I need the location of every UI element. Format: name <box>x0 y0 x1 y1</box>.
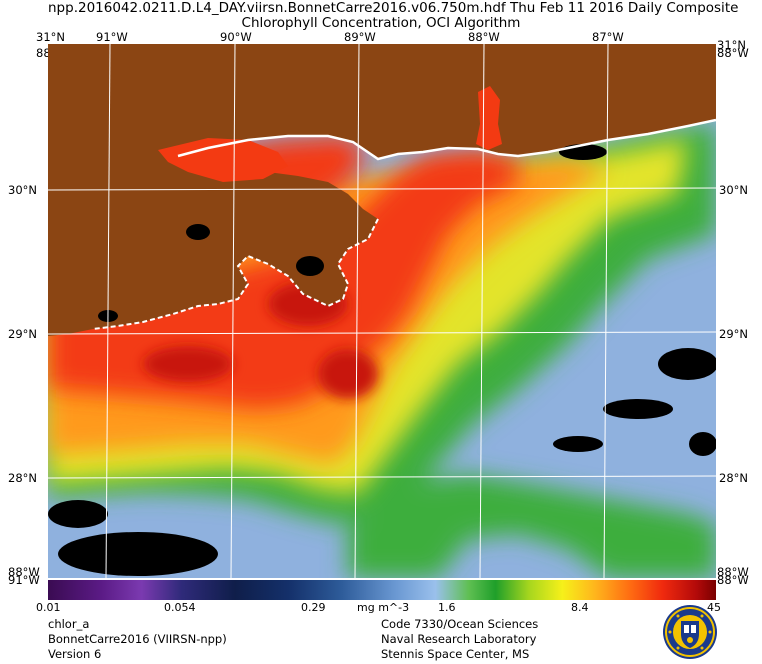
org-location: Stennis Space Center, MS <box>381 647 530 661</box>
lat-label-28n-right: 28°N <box>719 471 748 485</box>
colorbar-label-2: 0.054 <box>164 601 196 614</box>
lat-label-top-left: 31°N <box>36 30 65 44</box>
colorbar-label-4: 1.6 <box>438 601 456 614</box>
org-name: Naval Research Laboratory <box>381 632 537 646</box>
lon-label-87w: 87°W <box>592 30 624 44</box>
colorbar-label-max: 45 <box>707 601 721 614</box>
lake-pontchartrain <box>158 138 288 182</box>
lat-label-29n-right: 29°N <box>719 327 748 341</box>
org-code: Code 7330/Ocean Sciences <box>381 617 539 631</box>
lat-label-30n-left: 30°N <box>8 183 37 197</box>
colorbar-units: mg m^-3 <box>357 601 410 614</box>
map-title-line1: npp.2016042.0211.D.L4_DAY.viirsn.BonnetC… <box>48 0 739 16</box>
colorbar <box>48 580 716 600</box>
lon-label-bottom-right-a: 88°W <box>717 565 749 579</box>
lon-label-89w: 89°W <box>344 30 376 44</box>
land <box>48 44 716 336</box>
version-label: Version 6 <box>48 647 102 661</box>
lon-label-bottom-left-b: 91°W <box>8 573 40 587</box>
dataset-name: BonnetCarre2016 (VIIRSN-npp) <box>48 632 227 646</box>
chlorophyll-map <box>48 44 716 578</box>
footer-left-info: chlor_a BonnetCarre2016 (VIIRSN-npp) Ver… <box>48 617 227 662</box>
footer-right-info: Code 7330/Ocean Sciences Naval Research … <box>381 617 538 662</box>
lon-label-top-right: 88°W <box>717 46 749 60</box>
lon-label-bottom-right-b: 88°W <box>717 573 749 587</box>
lat-label-30n-right: 30°N <box>719 183 748 197</box>
coastline <box>177 118 716 161</box>
lat-label-29n-left: 29°N <box>8 327 37 341</box>
graticule <box>48 44 716 578</box>
lon-label-91w: 91°W <box>96 30 128 44</box>
lat-label-28n-left: 28°N <box>8 471 37 485</box>
map-title-line2: Chlorophyll Concentration, OCI Algorithm <box>241 15 521 31</box>
map-canvas <box>48 44 716 578</box>
lat-label-top-right: 31°N <box>717 38 746 52</box>
lon-label-bottom-left-a: 88°W <box>8 565 40 579</box>
colorbar-label-min: 0.01 <box>36 601 61 614</box>
colorbar-label-3: 0.29 <box>301 601 326 614</box>
product-name: chlor_a <box>48 617 90 631</box>
lon-label-90w: 90°W <box>220 30 252 44</box>
mobile-bay <box>476 86 502 150</box>
lon-label-88w: 88°W <box>468 30 500 44</box>
marsh-coastline <box>92 218 379 330</box>
colorbar-label-5: 8.4 <box>571 601 589 614</box>
nrl-seal-logo <box>663 605 717 659</box>
